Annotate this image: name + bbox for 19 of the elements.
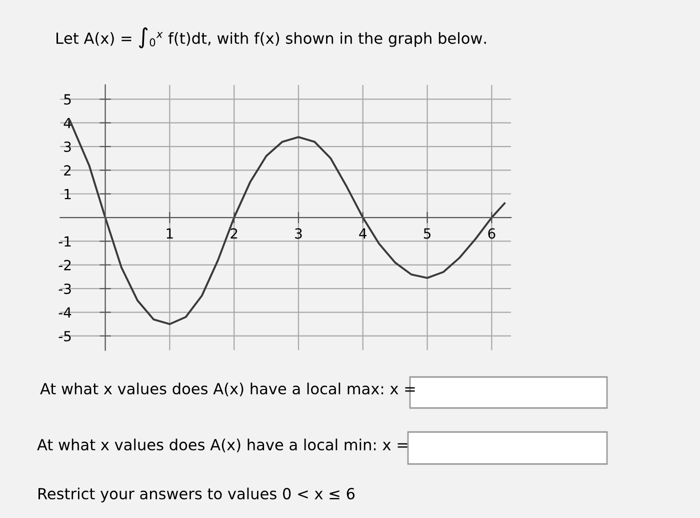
y-tick-label: 5 (64, 94, 71, 105)
y-tick-label: 2 (64, 165, 71, 176)
x-tick-label: 6 (488, 228, 496, 239)
text: Restrict your answers to values 0 < x ≤ 6 (38, 488, 355, 502)
y-tick-label: -4 (58, 307, 72, 318)
x-tick-label: 1 (166, 228, 173, 239)
x-tick-label: 3 (295, 228, 302, 239)
y-tick-label: 3 (64, 141, 71, 152)
y-tick-label: -1 (58, 236, 71, 247)
y-tick-label: -2 (58, 260, 71, 270)
y-tick-label: -3 (58, 284, 71, 294)
x-tick-label: 4 (359, 228, 367, 239)
text: At what x values does A(x) have a local min: x = (37, 438, 408, 452)
x-tick-label: 2 (230, 228, 238, 239)
y-tick-label: 1 (64, 189, 71, 200)
x-tick-label: 5 (424, 228, 430, 239)
y-tick-label: -5 (58, 331, 71, 342)
text: At what x values does A(x) have a local max: x = (40, 382, 415, 396)
chart-title: Let A(x) = ∫$_{0}$$^{x}$ f(t)dt, with f(x) shown in the graph below. (56, 27, 486, 48)
